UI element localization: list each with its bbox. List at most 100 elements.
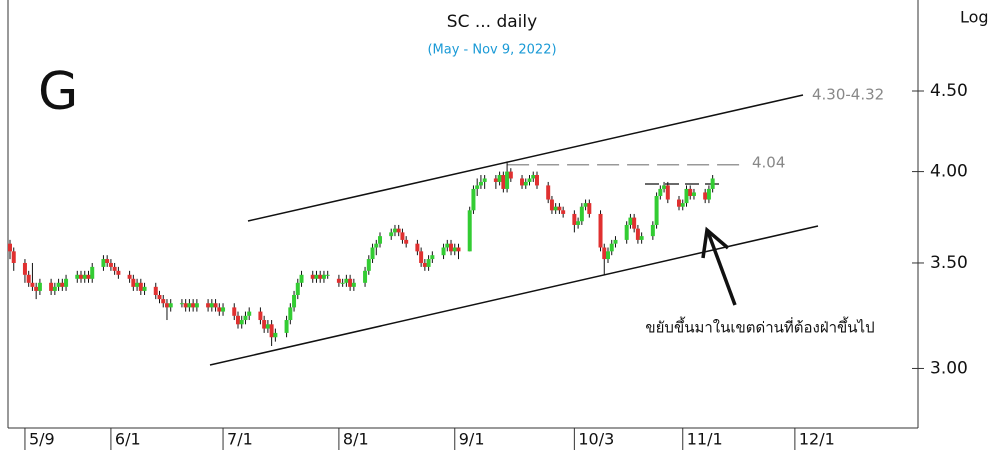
y-tick-label: 4.00 [930,162,968,182]
scale-label: Log [960,8,989,27]
candle-body [310,274,315,279]
candle-body [400,232,405,240]
candle-body [527,178,532,182]
candle-body [318,274,323,279]
candle-body [336,278,341,283]
candle-body [292,294,297,308]
candle-body [624,224,629,240]
candle-body [221,307,226,312]
upper-channel [247,94,804,222]
candle-body [684,188,689,204]
candle-body [549,199,554,211]
candle-body [30,282,35,287]
candle-body [37,282,42,291]
candle-body [441,247,446,256]
candle-body [161,299,166,304]
candle-body [389,232,394,237]
candle-body [422,262,427,267]
candle-body [183,303,188,308]
resistance-label: 4.04 [752,153,785,171]
candle-body [295,282,300,295]
candle-body [703,192,708,200]
candle-body [677,199,682,207]
candle-body [366,259,371,271]
candle-body [194,303,199,308]
candle-body [404,239,409,244]
candle-body [273,332,278,338]
candle-body [217,307,222,312]
candle-body [426,259,431,267]
candle-body [583,203,588,207]
candle-body [348,278,353,287]
x-tick-label: 8/1 [343,430,369,449]
candle-body [508,171,513,179]
candle-body [351,282,356,287]
candle-body [60,282,65,287]
candle-body [706,188,711,200]
candle-body [56,282,61,287]
candle-body [269,324,274,338]
candle-body [572,213,577,225]
candle-body [482,178,487,182]
candle-body [34,286,39,291]
candle-body [561,210,566,214]
candle-body [325,274,330,276]
candle-body [579,206,584,222]
y-tick-label: 4.50 [930,81,968,101]
candle-body [628,217,633,225]
candle-body [688,188,693,196]
candle-body [235,315,240,325]
candle-body [321,274,326,279]
x-tick-label: 5/9 [29,430,55,449]
candle-body [79,274,84,279]
candle-body [531,175,536,179]
candle-body [49,282,54,291]
candle-body [658,188,663,196]
target-label: 4.30-4.32 [812,86,884,104]
candle-body [314,274,319,279]
candle-body [639,236,644,240]
lower-channel [209,225,819,366]
candle-body [112,266,117,271]
candle-body [452,247,457,252]
candle-body [378,236,383,244]
candle-body [209,303,214,308]
candle-body [392,228,397,233]
candle-body [64,278,69,287]
candle-body [247,311,252,316]
candle-body [478,181,483,186]
candle-body [82,274,87,279]
candle-body [602,247,607,260]
candle-body [471,188,476,211]
candle-body [654,195,659,225]
candle-body [8,243,12,252]
candle-body [415,243,420,252]
candle-body [635,228,640,240]
candle-body [232,307,237,316]
candle-body [26,274,31,283]
candle-body [613,239,618,244]
chart-subtitle: (May - Nov 9, 2022) [427,43,556,58]
candle-body [262,320,267,329]
candle-body [288,307,293,321]
candle-body [576,221,581,225]
candle-body [374,243,379,248]
candle-body [557,206,562,211]
candle-body [475,185,480,189]
candle-body [710,178,715,189]
candle-body [587,203,592,214]
candle-body [284,320,289,333]
candle-body [419,251,424,263]
candle-body [131,278,136,287]
x-tick-label: 6/1 [115,430,141,449]
candle-body [164,303,169,308]
candle-body [90,266,95,279]
candle-body [609,243,614,252]
candle-body [265,324,270,329]
candle-body [505,171,510,189]
candle-body [445,243,450,248]
candle-body [546,185,551,200]
candle-body [632,217,637,229]
candle-body [168,303,173,308]
candle-body [22,262,27,275]
